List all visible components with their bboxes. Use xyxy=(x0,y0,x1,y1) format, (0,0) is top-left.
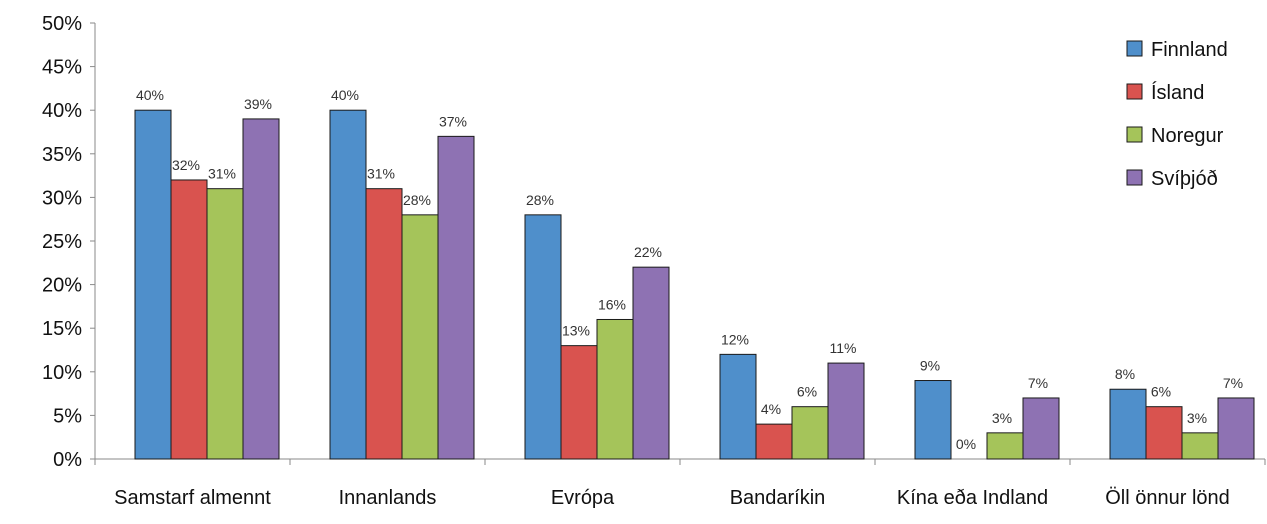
x-axis-ticks: Samstarf almennt Innanlands Evrópa Bandarík… xyxy=(94,459,1266,509)
x-tick-label: Kína eða Indland xyxy=(897,487,1048,509)
bar-finnland-5 xyxy=(1109,388,1147,460)
bar-svíþjóð-3 xyxy=(827,362,865,460)
bar-noregur-4 xyxy=(986,432,1024,460)
bar-ísland-5 xyxy=(1145,406,1183,460)
data-label: 31% xyxy=(367,166,395,182)
bar-svíþjóð-5 xyxy=(1217,397,1255,460)
x-tick-label: Öll önnur lönd xyxy=(1105,487,1230,509)
data-label: 12% xyxy=(721,331,749,347)
y-tick-label: 5% xyxy=(53,405,82,427)
bar-finnland-4 xyxy=(914,380,952,460)
data-labels: 40% 32% 31% 39% 40% 31% 28% 37% 28% 13% 16% 22% 12% 4… xyxy=(136,87,1243,452)
data-label: 7% xyxy=(1223,375,1243,391)
bar-svíþjóð-4 xyxy=(1022,397,1060,460)
y-tick-label: 0% xyxy=(53,449,82,471)
x-tick-label: Bandaríkin xyxy=(730,487,826,509)
data-label: 16% xyxy=(598,296,626,312)
data-label: 7% xyxy=(1028,375,1048,391)
bar-noregur-1 xyxy=(401,214,439,460)
legend-label: Ísland xyxy=(1151,81,1204,104)
data-label: 3% xyxy=(992,410,1012,426)
bar-finnland-2 xyxy=(524,214,562,460)
legend: Finnland Ísland Noregur Svíþjóð xyxy=(1126,39,1228,190)
data-label: 9% xyxy=(920,358,940,374)
data-label: 28% xyxy=(403,192,431,208)
bar-ísland-1 xyxy=(365,188,403,460)
bar-ísland-0 xyxy=(170,179,208,460)
data-label: 37% xyxy=(439,113,467,129)
bar-noregur-5 xyxy=(1181,432,1219,460)
y-tick-label: 30% xyxy=(42,187,82,209)
data-label: 8% xyxy=(1115,366,1135,382)
data-label: 11% xyxy=(830,340,857,356)
bar-noregur-0 xyxy=(206,188,244,460)
data-label: 0% xyxy=(956,436,976,452)
y-tick-label: 50% xyxy=(42,13,82,35)
y-tick-label: 25% xyxy=(42,231,82,253)
legend-label: Svíþjóð xyxy=(1151,168,1218,190)
x-tick-label: Samstarf almennt xyxy=(114,487,271,509)
bar-svíþjóð-2 xyxy=(632,266,670,460)
bar-ísland-3 xyxy=(755,423,793,460)
y-axis-ticks: 0% 5% 10% 15% 20% 25% 30% 35% 40% 45% 50% xyxy=(42,13,95,471)
data-label: 6% xyxy=(1151,384,1171,400)
x-tick-label: Innanlands xyxy=(339,487,437,509)
bar-noregur-3 xyxy=(791,406,829,460)
data-label: 39% xyxy=(244,96,272,112)
bar-noregur-2 xyxy=(596,318,634,460)
data-label: 4% xyxy=(761,401,781,417)
legend-label: Finnland xyxy=(1151,39,1228,61)
x-tick-label: Evrópa xyxy=(551,487,615,509)
legend-swatch xyxy=(1126,169,1143,186)
bar-finnland-1 xyxy=(329,109,367,460)
y-tick-label: 15% xyxy=(42,318,82,340)
bar-ísland-2 xyxy=(560,345,598,460)
data-label: 6% xyxy=(797,384,817,400)
legend-swatch xyxy=(1126,126,1143,143)
y-tick-label: 10% xyxy=(42,362,82,384)
y-tick-label: 35% xyxy=(42,144,82,166)
bar-finnland-0 xyxy=(134,109,172,460)
data-label: 13% xyxy=(562,323,590,339)
data-label: 40% xyxy=(331,87,359,103)
legend-swatch xyxy=(1126,40,1143,57)
data-label: 32% xyxy=(172,157,200,173)
y-tick-label: 20% xyxy=(42,275,82,297)
legend-label: Noregur xyxy=(1151,125,1224,147)
chart-bars xyxy=(134,109,1255,460)
bar-svíþjóð-1 xyxy=(437,135,475,460)
data-label: 31% xyxy=(208,166,236,182)
data-label: 40% xyxy=(136,87,164,103)
data-label: 28% xyxy=(526,192,554,208)
bar-finnland-3 xyxy=(719,353,757,460)
y-tick-label: 40% xyxy=(42,100,82,122)
data-label: 3% xyxy=(1187,410,1207,426)
legend-swatch xyxy=(1126,83,1143,100)
data-label: 22% xyxy=(634,244,662,260)
bar-svíþjóð-0 xyxy=(242,118,280,460)
y-tick-label: 45% xyxy=(42,57,82,79)
